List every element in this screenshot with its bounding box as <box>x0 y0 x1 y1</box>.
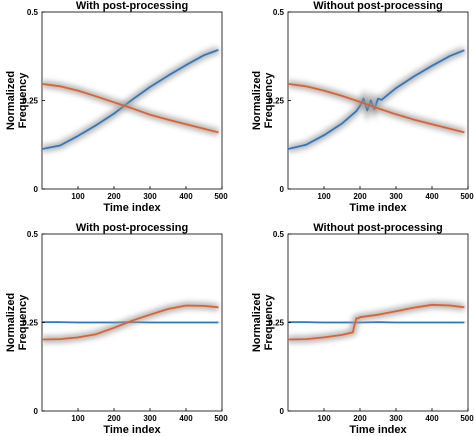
y-axis-label-line: Normalized <box>5 71 17 130</box>
series-1-line <box>42 49 219 150</box>
x-tick-label: 200 <box>107 192 121 201</box>
y-axis-label-line: Frequency <box>17 294 29 351</box>
series-2-line <box>288 83 465 134</box>
x-tick-label: 500 <box>460 192 474 201</box>
x-tick-label: 300 <box>143 192 157 201</box>
x-axis-label: Time index <box>349 202 407 214</box>
series-2-line <box>42 304 219 341</box>
y-tick-label: 0.25 <box>22 319 38 328</box>
y-tick-label: 0.5 <box>273 230 285 239</box>
y-axis-label: NormalizedFrequency <box>5 71 29 130</box>
y-tick-label: 0.5 <box>273 8 285 17</box>
chart-title: Without post-processing <box>313 0 442 12</box>
x-tick-label: 100 <box>71 192 85 201</box>
y-axis-label: NormalizedFrequency <box>251 293 275 352</box>
x-tick-label: 300 <box>143 414 157 423</box>
x-axis-label: Time index <box>349 424 407 436</box>
x-tick-label: 400 <box>179 192 193 201</box>
y-tick-label: 0.25 <box>268 319 284 328</box>
data-region <box>42 301 219 343</box>
x-tick-label: 200 <box>353 414 367 423</box>
x-axis-label: Time index <box>103 424 161 436</box>
x-tick-label: 200 <box>107 414 121 423</box>
y-tick-label: 0 <box>34 407 39 416</box>
x-tick-label: 500 <box>214 414 228 423</box>
chart-title: With post-processing <box>76 222 188 234</box>
data-region <box>42 46 220 153</box>
data-region <box>288 301 465 343</box>
y-axis-label: NormalizedFrequency <box>5 293 29 352</box>
y-tick-label: 0.25 <box>22 97 38 106</box>
x-tick-label: 100 <box>317 192 331 201</box>
chart-panel-1: 100 200 300 400 500 0 0.25 0.5 With post-process… <box>5 0 228 214</box>
x-tick-label: 400 <box>425 192 439 201</box>
x-axis-label: Time index <box>103 202 161 214</box>
series-2-line <box>42 83 219 134</box>
series-2-line <box>288 303 465 341</box>
series-1-line <box>288 49 465 150</box>
y-axis-label-line: Normalized <box>251 293 263 352</box>
y-tick-label: 0 <box>280 185 285 194</box>
y-axis-label-line: Frequency <box>17 72 29 129</box>
y-tick-label: 0.5 <box>27 8 39 17</box>
x-tick-label: 300 <box>389 414 403 423</box>
chart-panel-3: 100 200 300 400 500 0 0.25 0.5 With post-process… <box>5 222 228 436</box>
chart-panel-2: 100 200 300 400 500 0 0.25 0.5 Without post-proc… <box>251 0 474 214</box>
x-tick-label: 300 <box>389 192 403 201</box>
y-tick-label: 0 <box>34 185 39 194</box>
y-tick-label: 0 <box>280 407 285 416</box>
y-tick-label: 0.5 <box>27 230 39 239</box>
y-axis-label: NormalizedFrequency <box>251 71 275 130</box>
y-axis-label-line: Frequency <box>263 294 275 351</box>
x-tick-label: 100 <box>317 414 331 423</box>
chart-title: Without post-processing <box>313 222 442 234</box>
y-tick-label: 0.25 <box>268 97 284 106</box>
data-region <box>288 46 466 153</box>
chart-title: With post-processing <box>76 0 188 12</box>
chart-panel-4: 100 200 300 400 500 0 0.25 0.5 Without post-proc… <box>251 222 474 436</box>
x-tick-label: 500 <box>460 414 474 423</box>
x-tick-label: 400 <box>179 414 193 423</box>
x-tick-label: 100 <box>71 414 85 423</box>
x-tick-label: 400 <box>425 414 439 423</box>
x-tick-label: 500 <box>214 192 228 201</box>
y-axis-label-line: Normalized <box>251 71 263 130</box>
y-axis-label-line: Frequency <box>263 72 275 129</box>
x-tick-label: 200 <box>353 192 367 201</box>
y-axis-label-line: Normalized <box>5 293 17 352</box>
